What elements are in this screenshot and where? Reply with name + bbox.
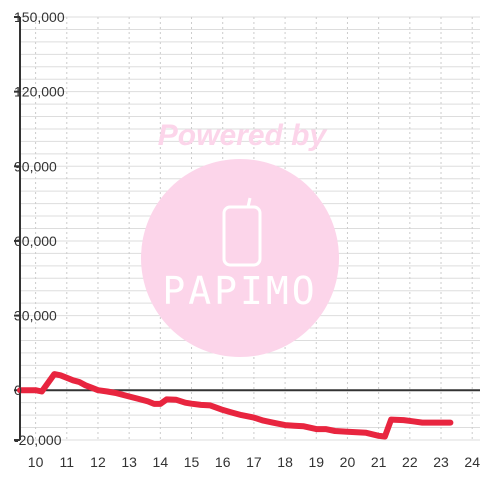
x-tick-label: 23: [433, 454, 449, 470]
x-tick-label: 13: [121, 454, 137, 470]
tick-labels: -20,000 0 30,000 60,000 90,000 120,000 150,000…: [14, 9, 480, 470]
y-tick-label: -20,000: [14, 432, 62, 448]
watermark-badge: [141, 159, 339, 357]
x-tick-label: 24: [464, 454, 480, 470]
x-tick-label: 14: [153, 454, 169, 470]
x-tick-label: 10: [28, 454, 44, 470]
x-tick-label: 22: [402, 454, 418, 470]
x-tick-label: 18: [277, 454, 293, 470]
y-tick-label: 60,000: [14, 233, 57, 249]
phone-icon: [222, 197, 262, 267]
x-tick-label: 17: [246, 454, 262, 470]
watermark-logo-text: PAPIMO: [162, 269, 317, 313]
series: [17, 371, 454, 440]
y-tick-label: 30,000: [14, 308, 57, 324]
watermark-caption: Powered by: [158, 119, 328, 152]
x-tick-label: 19: [308, 454, 324, 470]
x-tick-label: 12: [90, 454, 106, 470]
y-tick-label: 150,000: [14, 9, 65, 25]
x-tick-label: 21: [371, 454, 387, 470]
x-tick-label: 16: [215, 454, 231, 470]
y-tick-label: 0: [14, 382, 22, 398]
x-tick-label: 20: [340, 454, 356, 470]
x-tick-label: 11: [60, 454, 75, 470]
x-tick-label: 15: [184, 454, 200, 470]
series-line: [17, 371, 454, 440]
y-tick-label: 120,000: [14, 84, 65, 100]
y-tick-label: 90,000: [14, 158, 57, 174]
watermark: Powered by PAPIMO: [141, 119, 339, 357]
